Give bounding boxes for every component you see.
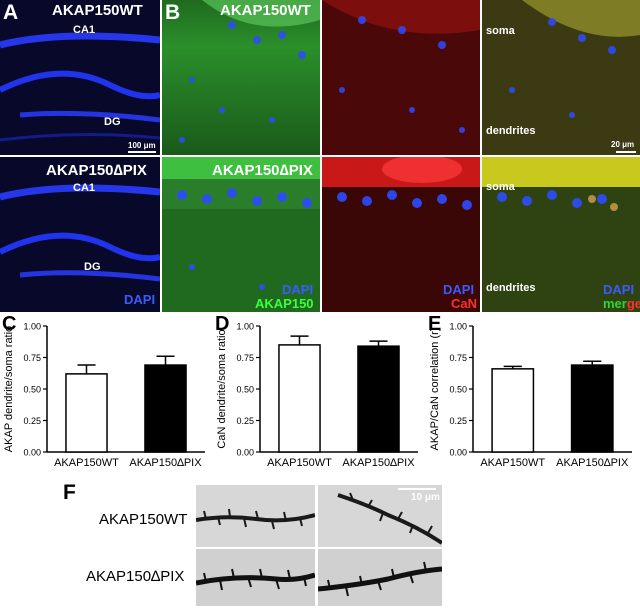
y-tick-label: 0.25 (23, 416, 41, 426)
panel-b-col2-stain-b: CaN (451, 296, 478, 311)
panel-b-col2-stain-a: DAPI (443, 282, 475, 297)
y-tick-label: 0.00 (449, 448, 467, 458)
hippocampus-dpix-drawing (0, 157, 160, 312)
panel-f-wt-dendrite-2 (318, 485, 442, 547)
y-tick-label: 0.75 (23, 353, 41, 363)
merge-label-red: ge (626, 296, 640, 311)
panel-a-dpix-dg-label: DG (84, 261, 101, 273)
y-tick-label: 0.25 (236, 416, 254, 426)
y-tick-label: 0.75 (236, 353, 254, 363)
bar-2 (357, 345, 400, 453)
bar-1 (278, 344, 321, 453)
panel-letter-d: D (215, 313, 229, 335)
bar-1 (491, 368, 535, 453)
panel-letter-a: A (3, 1, 19, 24)
merge-field-dpix (482, 157, 640, 312)
merge-field-wt (482, 0, 640, 155)
panel-b-dpix-can-image (322, 157, 480, 312)
panel-a-scale-label: 100 μm (128, 141, 156, 150)
panel-b-wt-title: AKAP150WT (220, 2, 311, 19)
panel-a-stain-label: DAPI (124, 292, 156, 307)
y-tick-label: 1.00 (23, 322, 41, 332)
panel-b-scale-bar (616, 151, 636, 153)
y-axis-label: CaN dendrite/soma ratio (216, 329, 228, 448)
dendrite-wt-2-drawing (318, 485, 442, 547)
panel-b-wt-dendrites-label: dendrites (486, 125, 536, 137)
panel-b-wt-akap-image (162, 0, 320, 155)
panel-b-scale-label: 20 μm (611, 140, 635, 149)
panel-b-wt-can-image (322, 0, 480, 155)
x-tick-label: AKAP150∆PIX (129, 457, 202, 469)
akap-green-field-dpix (162, 157, 320, 312)
panel-a-dpix-image (0, 157, 160, 312)
bar-2 (570, 364, 614, 453)
panel-letter-f: F (63, 481, 76, 504)
panel-b-dpix-merge-image (482, 157, 640, 312)
x-tick-label: AKAP150WT (267, 457, 332, 469)
panel-a-scale-bar (128, 151, 156, 153)
panel-b-wt-soma-label: soma (486, 25, 515, 37)
panel-b-col3-stain-b1: merge (603, 297, 640, 310)
panel-f-dpix-dendrite-1 (196, 549, 315, 606)
panel-b-dpix-dendrites-label: dendrites (486, 282, 536, 294)
can-red-field-dpix (322, 157, 480, 312)
panel-b-col3-stain-a: DAPI (603, 282, 635, 297)
y-tick-label: 0.00 (23, 448, 41, 458)
panel-b-wt-merge-image (482, 0, 640, 155)
panel-a-wt-ca1-label: CA1 (73, 24, 96, 36)
dendrite-dpix-1-drawing (196, 549, 315, 606)
panel-letter-c: C (2, 313, 16, 335)
panel-a-wt-dg-label: DG (104, 116, 121, 128)
y-tick-label: 0.75 (449, 353, 467, 363)
panel-f-scale-bar (398, 488, 436, 490)
panel-a-wt-image (0, 0, 160, 155)
y-tick-label: 0.25 (449, 416, 467, 426)
panel-b-dpix-soma-label: soma (486, 181, 515, 193)
y-tick-label: 0.50 (449, 385, 467, 395)
bar-1 (65, 373, 108, 453)
panel-b-dpix-akap-image (162, 157, 320, 312)
panel-f-row2-label: AKAP150∆PIX (86, 568, 185, 585)
panel-f-wt-dendrite-1 (196, 485, 315, 547)
panel-b-col1-stain-b: AKAP150 (255, 296, 314, 311)
panel-b-dpix-title: AKAP150∆PIX (212, 162, 313, 179)
panel-f-scale-label: 10 μm (411, 492, 440, 503)
panel-letter-e: E (428, 313, 441, 335)
x-tick-label: AKAP150WT (54, 457, 119, 469)
panel-letter-b: B (165, 1, 181, 24)
akap-green-field-wt (162, 0, 320, 155)
panel-b-col1-stain-a: DAPI (282, 282, 314, 297)
x-tick-label: AKAP150∆PIX (556, 457, 629, 469)
y-tick-label: 0.50 (23, 385, 41, 395)
panel-f-dpix-dendrite-2 (318, 549, 442, 606)
y-tick-label: 0.00 (236, 448, 254, 458)
dendrite-dpix-2-drawing (318, 549, 442, 606)
y-axis-label: AKAP/CaN correlation (r) (429, 328, 441, 451)
y-axis-label: AKAP dendrite/soma ratio (3, 326, 15, 452)
y-tick-label: 1.00 (236, 322, 254, 332)
y-tick-label: 0.50 (236, 385, 254, 395)
merge-label-green: mer (603, 296, 627, 311)
panel-a-dpix-ca1-label: CA1 (73, 182, 96, 194)
panel-f-row1-label: AKAP150WT (99, 511, 188, 528)
panel-a-wt-title: AKAP150WT (52, 2, 143, 19)
y-tick-label: 1.00 (449, 322, 467, 332)
x-tick-label: AKAP150∆PIX (342, 457, 415, 469)
hippocampus-wt-drawing (0, 0, 160, 155)
bar-2 (144, 364, 187, 453)
can-red-field-wt (322, 0, 480, 155)
panel-a-dpix-title: AKAP150∆PIX (46, 162, 147, 179)
x-tick-label: AKAP150WT (480, 457, 545, 469)
dendrite-wt-1-drawing (196, 485, 315, 547)
